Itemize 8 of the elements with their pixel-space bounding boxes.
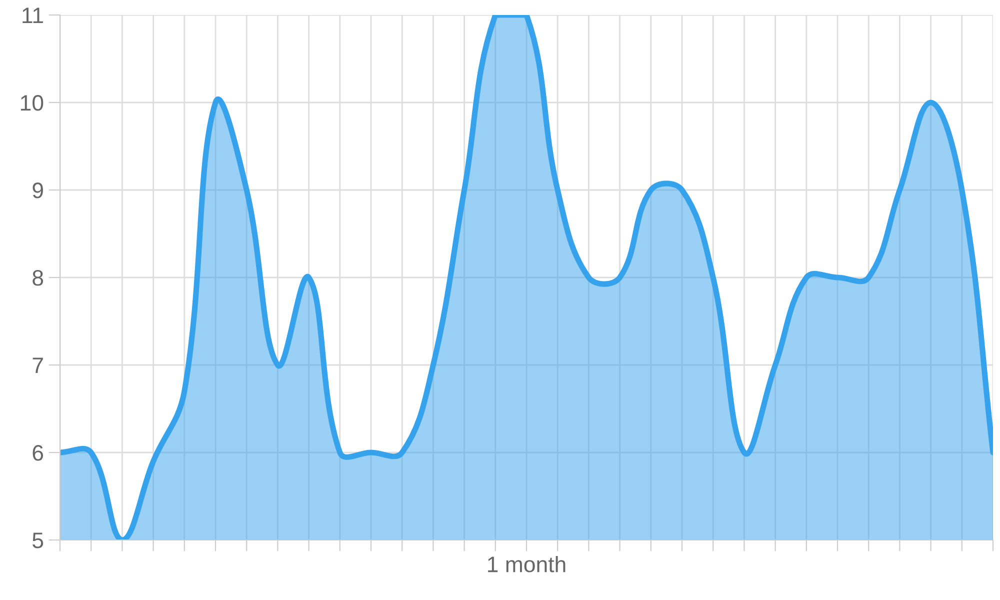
y-tick-label: 10 [21, 95, 44, 111]
y-tick-label: 8 [32, 270, 44, 286]
y-tick-label: 7 [32, 358, 43, 374]
y-tick-label: 9 [32, 182, 43, 198]
y-tick-label: 5 [32, 532, 44, 548]
y-tick-label: 11 [22, 8, 43, 24]
x-tick-label: 1 month [488, 556, 566, 572]
y-tick-label: 6 [32, 445, 44, 461]
